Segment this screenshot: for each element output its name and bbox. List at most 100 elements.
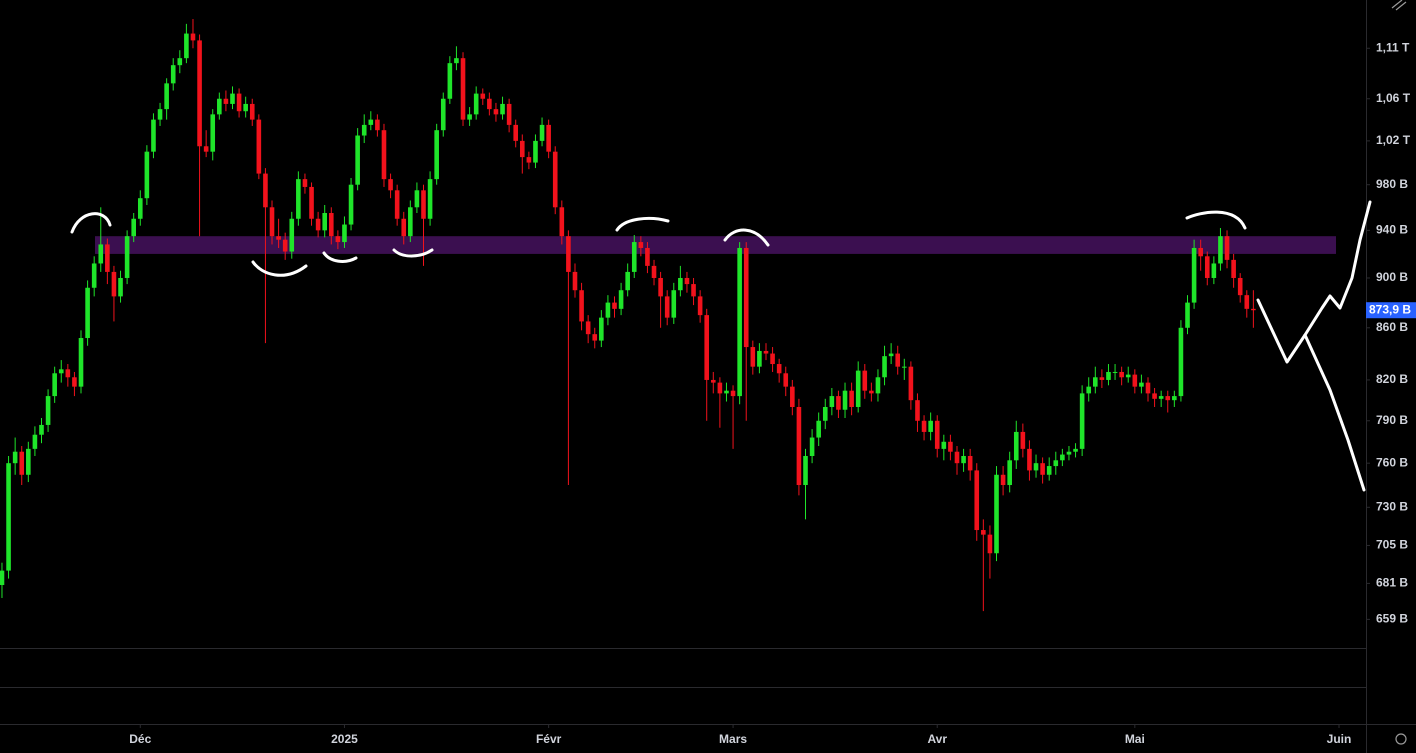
candle-body — [1079, 393, 1085, 449]
candle-body — [236, 93, 242, 112]
candle-body — [790, 386, 795, 407]
candle-body — [546, 124, 551, 152]
candle-body — [1033, 463, 1039, 471]
candle-body — [1165, 396, 1171, 401]
candle-body — [1060, 454, 1065, 461]
candle-body — [664, 296, 670, 318]
candle-body — [203, 146, 209, 152]
candle-body — [645, 247, 650, 266]
candle-body — [98, 244, 104, 264]
drawing — [1303, 333, 1366, 492]
y-tick-label: 820 B — [1376, 372, 1408, 386]
candle-body — [1040, 463, 1045, 475]
candle-body — [217, 98, 222, 115]
candle-body — [440, 98, 446, 131]
candle-body — [434, 130, 439, 180]
candle-body — [770, 353, 775, 365]
candle-body — [243, 103, 248, 112]
candle-body — [1132, 374, 1138, 387]
candle-body — [184, 33, 189, 59]
candle-body — [638, 242, 644, 248]
y-tick-label: 940 B — [1376, 223, 1408, 237]
candle-body — [1125, 374, 1131, 378]
candle-body — [32, 434, 38, 449]
candle-body — [427, 179, 433, 219]
drawing — [615, 216, 670, 232]
candle-body — [118, 277, 123, 297]
candle-body — [519, 140, 525, 158]
candle-body — [164, 83, 169, 110]
candle-body — [829, 396, 835, 407]
candle-body — [921, 420, 927, 432]
y-tick-label: 681 B — [1376, 576, 1408, 590]
candle-body — [849, 390, 854, 407]
candle-body — [0, 570, 5, 586]
candle-body — [309, 186, 314, 219]
candle-body — [1158, 396, 1164, 399]
candle-body — [1093, 377, 1098, 387]
candle-body — [1053, 460, 1059, 467]
candle-body — [131, 218, 137, 237]
candle-body — [928, 420, 933, 432]
candle-body — [78, 338, 84, 387]
candle-body — [605, 302, 611, 318]
x-tick-label: Févr — [536, 732, 562, 746]
candle-body — [454, 58, 459, 64]
candle-body — [72, 377, 77, 387]
candle-body — [783, 373, 789, 387]
candle-body — [12, 451, 18, 464]
candle-body — [526, 157, 532, 163]
candle-body — [348, 184, 354, 225]
candle-body — [394, 190, 400, 219]
candle-body — [1046, 466, 1052, 475]
candle-body — [954, 451, 960, 464]
candle-body — [230, 93, 235, 104]
candle-body — [335, 236, 341, 243]
corner-icons — [1391, 0, 1407, 745]
x-tick-label: Déc — [129, 732, 151, 746]
candle-body — [961, 455, 966, 464]
settings-icon[interactable] — [1395, 733, 1407, 745]
candle-body — [631, 242, 637, 272]
drawing — [392, 248, 434, 258]
candle-body — [888, 353, 894, 357]
candle-body — [408, 207, 413, 237]
candle-body — [1013, 431, 1019, 461]
candle-body — [421, 190, 426, 219]
candle-body — [447, 63, 453, 99]
candle-body — [223, 98, 229, 104]
candle-body — [322, 213, 328, 231]
candle-body — [1178, 327, 1184, 397]
candle-body — [697, 296, 703, 316]
candle-body — [381, 130, 387, 180]
candle-body — [566, 236, 571, 272]
candle-body — [691, 284, 696, 297]
candle-body — [809, 437, 815, 456]
candle-body — [796, 406, 802, 486]
candle-body — [506, 103, 512, 125]
candle-body — [414, 190, 420, 208]
candle-body — [539, 124, 545, 141]
candle-body — [901, 366, 907, 368]
candle-body — [124, 236, 130, 278]
candle-body — [500, 103, 505, 115]
x-tick-label: Mars — [719, 732, 747, 746]
candle-body — [1106, 371, 1111, 380]
candle-body — [618, 290, 624, 309]
candle-body — [151, 119, 156, 152]
candle-body — [875, 377, 881, 394]
candle-body — [197, 40, 202, 147]
candle-body — [1086, 386, 1092, 394]
candle-body — [948, 441, 953, 452]
candle-body — [144, 151, 150, 199]
x-tick-label: Avr — [927, 732, 947, 746]
candle-body — [1027, 448, 1032, 471]
candle-body — [704, 315, 710, 380]
candle-body — [137, 198, 143, 219]
candle-body — [1066, 451, 1072, 455]
drawing — [1185, 210, 1247, 230]
candle-body — [967, 455, 973, 471]
candle-body — [473, 93, 479, 115]
y-tick-label: 705 B — [1376, 538, 1408, 552]
candle-body — [361, 124, 367, 136]
